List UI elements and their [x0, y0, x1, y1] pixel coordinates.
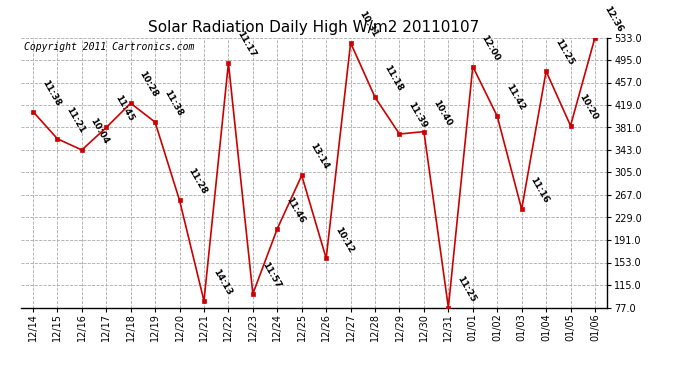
Text: 11:16: 11:16 [529, 176, 551, 205]
Text: 10:28: 10:28 [137, 70, 159, 99]
Text: 11:38: 11:38 [162, 89, 184, 118]
Title: Solar Radiation Daily High W/m2 20110107: Solar Radiation Daily High W/m2 20110107 [148, 20, 480, 35]
Text: 10:12: 10:12 [333, 225, 355, 254]
Text: Copyright 2011 Cartronics.com: Copyright 2011 Cartronics.com [23, 42, 194, 51]
Text: 10:20: 10:20 [578, 93, 600, 122]
Text: 11:42: 11:42 [504, 82, 526, 112]
Text: 11:17: 11:17 [235, 29, 257, 59]
Text: 11:46: 11:46 [284, 195, 306, 225]
Text: 11:45: 11:45 [113, 94, 135, 123]
Text: 10:40: 10:40 [431, 98, 453, 128]
Text: 10:04: 10:04 [89, 117, 111, 146]
Text: 11:21: 11:21 [64, 105, 86, 135]
Text: 14:13: 14:13 [211, 267, 233, 297]
Text: 10:31: 10:31 [357, 9, 380, 39]
Text: 11:25: 11:25 [553, 38, 575, 67]
Text: 11:28: 11:28 [186, 167, 208, 196]
Text: 11:57: 11:57 [260, 260, 282, 290]
Text: 12:36: 12:36 [602, 4, 624, 33]
Text: 11:39: 11:39 [406, 100, 428, 130]
Text: 12:00: 12:00 [480, 33, 502, 62]
Text: 11:18: 11:18 [382, 64, 404, 93]
Text: 11:25: 11:25 [455, 274, 477, 303]
Text: 13:14: 13:14 [308, 142, 331, 171]
Text: 11:38: 11:38 [40, 78, 62, 107]
